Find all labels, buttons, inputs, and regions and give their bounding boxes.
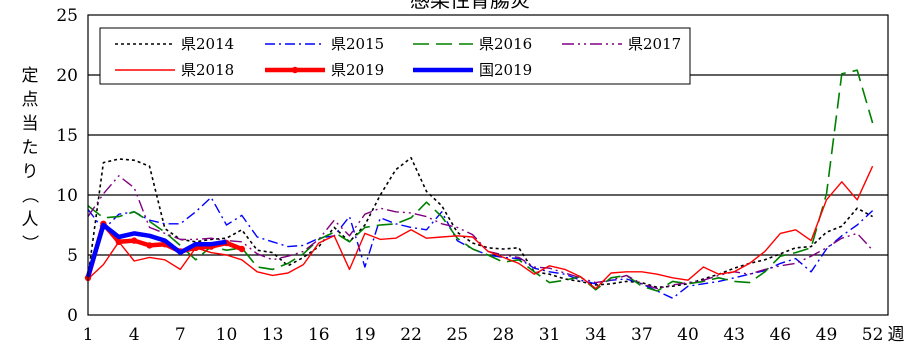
legend-label: 県2019 [331, 61, 384, 79]
series-2 [88, 70, 873, 291]
x-tick-label: 19 [354, 325, 376, 345]
x-axis: 1 4 7 10 13 16 19 22 25 28 31 34 37 40 43 46 49 52 [83, 325, 884, 345]
y-tick-label: 25 [56, 6, 78, 26]
x-tick-label: 31 [539, 325, 561, 345]
legend-label: 県2017 [628, 35, 681, 53]
x-tick-label: 1 [83, 325, 94, 345]
x-tick-label: 43 [723, 325, 745, 345]
data-point [239, 246, 245, 252]
series-line [88, 166, 873, 288]
x-tick-label: 46 [769, 325, 791, 345]
series-layer [85, 70, 873, 298]
x-tick-label: 22 [400, 325, 422, 345]
y-tick-label: 10 [56, 186, 78, 206]
gridlines [88, 75, 888, 255]
y-tick-label: 20 [56, 66, 78, 86]
x-tick-label: 4 [129, 325, 140, 345]
legend-label: 国2019 [479, 61, 532, 79]
x-axis-unit: 週 [888, 325, 905, 345]
y-tick-label: 15 [56, 126, 78, 146]
data-point [146, 242, 152, 248]
y-axis-label-char: 点 [22, 90, 39, 110]
y-axis-label-char: 定 [22, 66, 39, 86]
x-tick-label: 52 [862, 325, 884, 345]
x-tick-label: 37 [631, 325, 653, 345]
y-axis-label-char: 人 [22, 210, 39, 230]
x-tick-label: 28 [493, 325, 515, 345]
y-tick-label: 0 [67, 306, 78, 326]
data-point [116, 239, 122, 245]
legend-label: 県2016 [479, 35, 532, 53]
x-tick-label: 10 [216, 325, 238, 345]
y-axis-label-char: り [22, 162, 39, 182]
x-tick-label: 13 [262, 325, 284, 345]
y-tick-label: 5 [67, 246, 78, 266]
legend-label: 県2014 [181, 35, 234, 53]
series-3 [88, 176, 873, 289]
y-axis-label-char: ） [19, 235, 39, 252]
legend-label: 県2015 [331, 35, 384, 53]
chart-title: 感染性胃腸炎 [410, 0, 530, 12]
series-line [88, 176, 873, 289]
y-axis-label-char: た [22, 138, 39, 158]
x-tick-label: 40 [677, 325, 699, 345]
x-tick-label: 16 [308, 325, 330, 345]
x-tick-label: 7 [175, 325, 186, 345]
series-4 [88, 166, 873, 288]
series-0 [88, 158, 873, 288]
legend-marker [292, 67, 298, 73]
y-axis-label-char: （ [19, 187, 39, 204]
legend: 県2014 県2015 県2016 県2017 県2018 県2019 国2019 [100, 28, 690, 84]
series-line [88, 158, 873, 288]
series-line [88, 70, 873, 291]
y-axis-label-char: 当 [22, 114, 39, 134]
data-point [131, 237, 137, 243]
x-tick-label: 49 [816, 325, 838, 345]
y-axis: 0 5 10 15 20 25 [56, 6, 78, 326]
legend-label: 県2018 [181, 61, 234, 79]
x-tick-label: 25 [446, 325, 468, 345]
x-tick-label: 34 [585, 325, 607, 345]
